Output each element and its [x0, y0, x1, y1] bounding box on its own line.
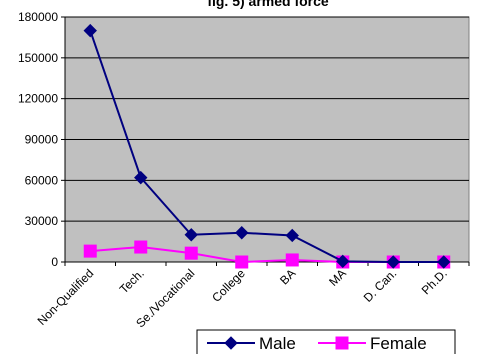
data-point-female: [134, 240, 148, 254]
x-tick-label: Non-Qualified: [35, 266, 97, 328]
x-tick-label: Tech.: [117, 266, 147, 296]
x-tick-label: D. Can.: [361, 266, 400, 305]
legend-marker-female: [335, 336, 349, 350]
x-axis: Non-Qualified Tech.Se./Vocational College B…: [35, 261, 470, 330]
data-point-male: [336, 254, 350, 269]
legend-label-male: Male: [259, 334, 296, 353]
data-point-male: [184, 228, 198, 242]
y-tick-label: 180000: [18, 10, 58, 24]
data-point-female: [83, 244, 97, 258]
data-point-male: [285, 228, 299, 243]
series-male: [83, 23, 451, 269]
x-tick-label: College: [209, 266, 248, 305]
y-tick-label: 0: [51, 255, 58, 269]
data-point-male: [83, 23, 97, 38]
data-point-female: [285, 253, 299, 267]
y-tick-label: 150000: [18, 51, 58, 65]
data-point-male: [134, 170, 148, 185]
gridlines: [65, 16, 469, 222]
y-tick-label: 90000: [25, 133, 59, 147]
data-point-female: [184, 246, 198, 260]
series-line-male: [89, 30, 444, 263]
data-point-male: [386, 255, 400, 269]
y-axis: 0 30000 60000 90000 120000 150000 180000: [18, 10, 66, 269]
data-point-male: [437, 255, 451, 269]
y-tick-label: 30000: [25, 214, 59, 228]
x-tick-label: Ph.D.: [419, 266, 450, 297]
series-group: [83, 23, 451, 269]
chart-title: fig. 5) armed force: [207, 0, 329, 9]
y-tick-label: 120000: [18, 92, 58, 106]
legend-label-female: Female: [370, 334, 427, 353]
x-tick-label: MA: [326, 266, 349, 289]
data-point-female: [235, 255, 249, 269]
y-tick-label: 60000: [25, 173, 59, 187]
x-tick-label: BA: [277, 266, 298, 287]
legend-marker-male: [224, 336, 238, 350]
data-point-male: [235, 226, 249, 240]
legend: Male Female: [196, 329, 456, 354]
